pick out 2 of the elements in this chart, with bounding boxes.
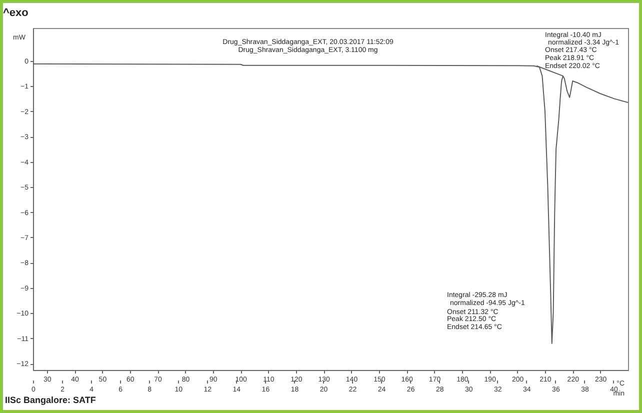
text: ^exo: [3, 7, 29, 19]
text: IISc Bangalore: SATF: [5, 395, 96, 405]
